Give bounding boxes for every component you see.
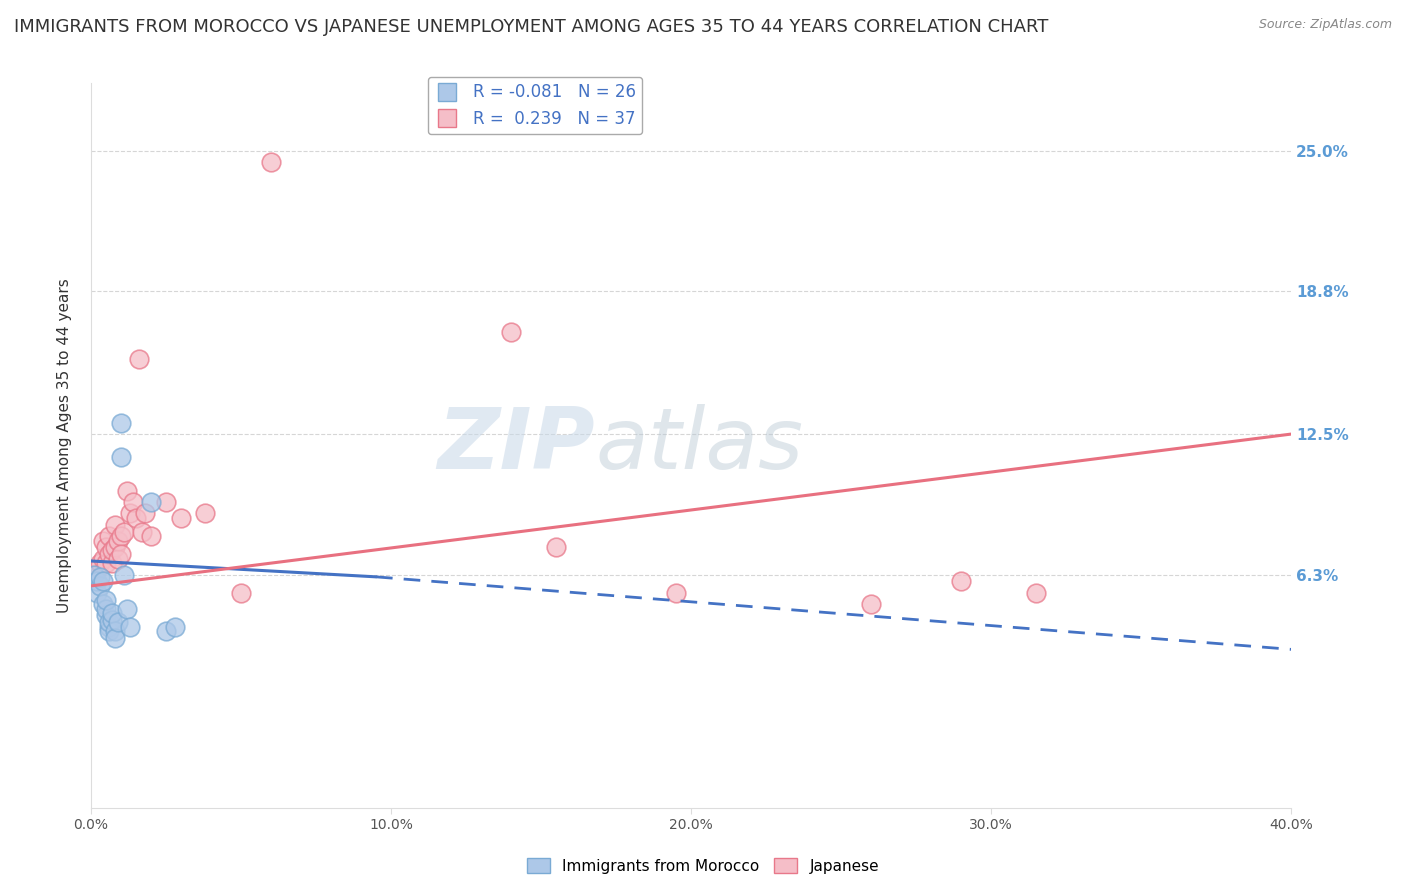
Point [86, 563, 108, 577]
Point [97, 529, 120, 543]
Point [125, 511, 148, 525]
Point [86, 585, 108, 599]
Point [86, 574, 108, 589]
Point [97, 547, 120, 561]
Point [665, 585, 688, 599]
Point [91, 597, 114, 611]
Point [104, 517, 127, 532]
Point [110, 547, 132, 561]
Point [122, 495, 145, 509]
Point [115, 601, 138, 615]
Text: Source: ZipAtlas.com: Source: ZipAtlas.com [1258, 18, 1392, 31]
Point [104, 624, 127, 639]
Point [94, 541, 117, 555]
Point [950, 574, 973, 589]
Point [260, 155, 283, 169]
Text: IMMIGRANTS FROM MOROCCO VS JAPANESE UNEMPLOYMENT AMONG AGES 35 TO 44 YEARS CORRE: IMMIGRANTS FROM MOROCCO VS JAPANESE UNEM… [14, 18, 1049, 36]
Point [94, 592, 117, 607]
Point [97, 624, 120, 639]
Point [97, 615, 120, 629]
Point [128, 352, 150, 367]
Point [499, 325, 522, 339]
Point [229, 585, 252, 599]
Point [89, 579, 111, 593]
Point [104, 631, 127, 645]
Point [104, 541, 127, 555]
Point [89, 556, 111, 570]
Point [94, 556, 117, 570]
Point [110, 450, 132, 464]
Point [110, 529, 132, 543]
Point [101, 606, 124, 620]
Point [101, 542, 124, 557]
Point [110, 416, 132, 430]
Point [139, 529, 162, 543]
Point [115, 483, 138, 498]
Point [83, 567, 105, 582]
Point [194, 507, 217, 521]
Point [91, 551, 114, 566]
Point [118, 507, 141, 521]
Point [94, 601, 117, 615]
Point [107, 533, 129, 548]
Point [131, 524, 153, 539]
Text: atlas: atlas [595, 404, 803, 487]
Point [544, 541, 567, 555]
Point [134, 507, 156, 521]
Point [107, 551, 129, 566]
Point [155, 495, 177, 509]
Legend: R = -0.081   N = 26, R =  0.239   N = 37: R = -0.081 N = 26, R = 0.239 N = 37 [427, 77, 643, 135]
Point [860, 597, 883, 611]
Point [139, 495, 162, 509]
Point [1025, 585, 1047, 599]
Point [101, 556, 124, 570]
Point [91, 533, 114, 548]
Point [94, 608, 117, 623]
Point [107, 615, 129, 629]
Point [118, 620, 141, 634]
Legend: Immigrants from Morocco, Japanese: Immigrants from Morocco, Japanese [520, 852, 886, 880]
Point [83, 567, 105, 582]
Point [112, 524, 135, 539]
Point [91, 574, 114, 589]
Point [97, 620, 120, 634]
Point [89, 570, 111, 584]
Y-axis label: Unemployment Among Ages 35 to 44 years: Unemployment Among Ages 35 to 44 years [58, 278, 72, 613]
Point [163, 620, 186, 634]
Point [112, 567, 135, 582]
Text: ZIP: ZIP [437, 404, 595, 487]
Point [101, 613, 124, 627]
Point [155, 624, 177, 639]
Point [170, 511, 193, 525]
